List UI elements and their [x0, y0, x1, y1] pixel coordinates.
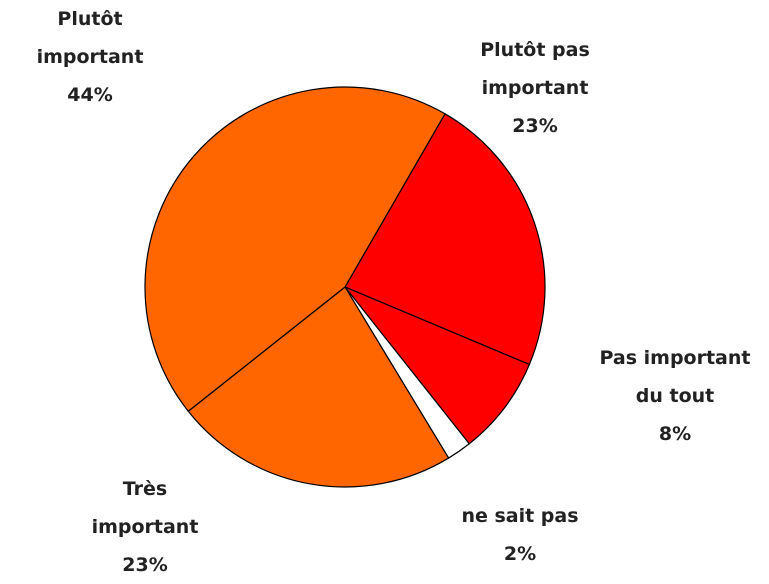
pie-slice [344, 112, 546, 366]
slice-label: ne sait pas 2% [420, 497, 620, 573]
slice-value: 2% [503, 543, 537, 565]
pie-slice [144, 86, 446, 413]
slice-name: ne sait pas [461, 505, 579, 527]
slice-label: Plutôt pas important 23% [460, 31, 610, 145]
slice-value: 44% [67, 84, 113, 106]
slice-name: Plutôt pas important [480, 39, 590, 99]
pie-slice [187, 286, 450, 488]
slice-name: Plutôt important [36, 8, 144, 68]
slice-name: Très important [91, 478, 199, 538]
slice-name: Pas important du tout [599, 347, 751, 407]
slice-value: 23% [512, 115, 558, 137]
slice-value: 8% [658, 423, 692, 445]
slice-value: 23% [122, 554, 168, 576]
slice-label: Très important 23% [70, 470, 220, 584]
pie-slice [344, 286, 531, 445]
slice-label: Plutôt important 44% [15, 0, 165, 114]
slice-label: Pas important du tout 8% [585, 339, 765, 453]
